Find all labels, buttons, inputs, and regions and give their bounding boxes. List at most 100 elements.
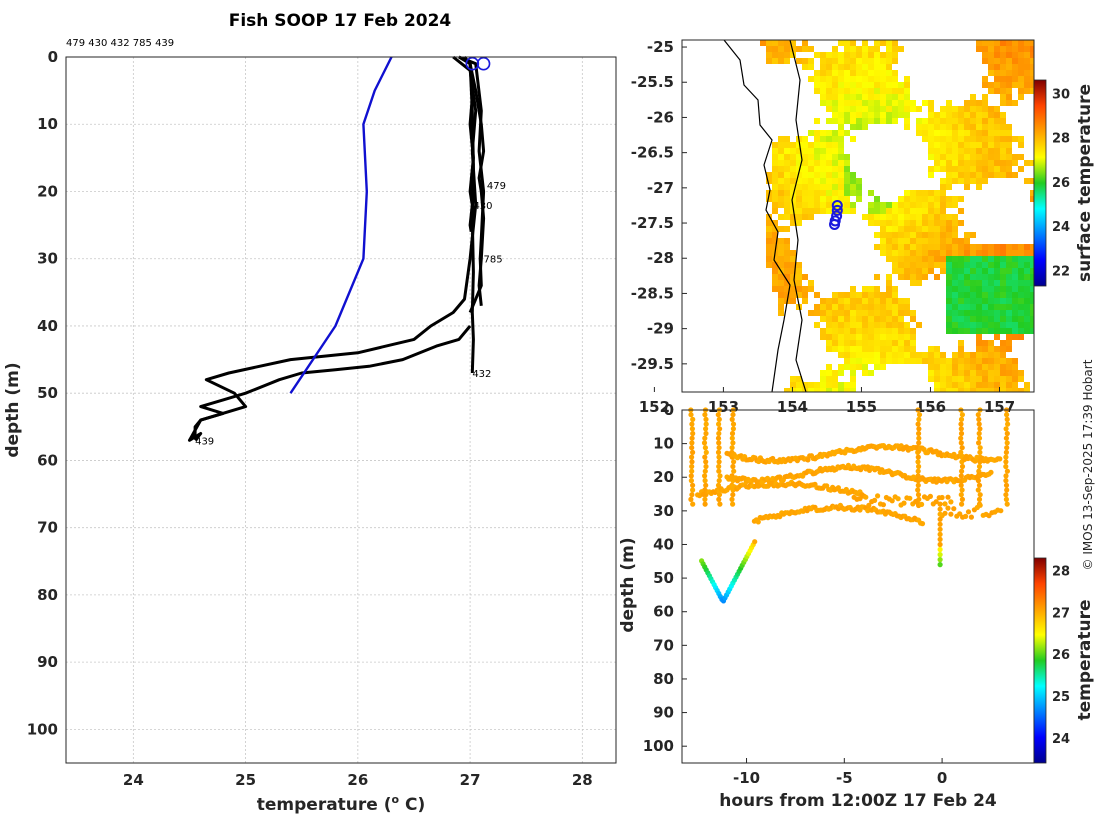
- sst-cell: [880, 70, 886, 76]
- depth-time-point: [1003, 454, 1009, 460]
- sst-cell: [886, 58, 892, 64]
- sst-cell: [982, 76, 988, 82]
- sst-cell: [988, 274, 994, 280]
- sst-cell: [922, 268, 928, 274]
- profile-xlabel: temperature (o C): [257, 793, 426, 815]
- sst-cell: [880, 352, 886, 358]
- sst-cell: [880, 88, 886, 94]
- sst-cell: [916, 250, 922, 256]
- sst-cell: [856, 118, 862, 124]
- depth-time-point: [689, 426, 696, 432]
- depth-time-point: [1003, 426, 1009, 432]
- depth-time-point: [703, 482, 709, 488]
- sst-cell: [802, 190, 808, 196]
- sst-cell: [970, 118, 976, 124]
- sst-cell: [796, 46, 802, 52]
- depth-time-point: [1004, 445, 1010, 451]
- sst-cell: [796, 292, 802, 298]
- sst-cell: [988, 298, 994, 304]
- sst-cell: [910, 346, 916, 352]
- depth-time-xtick-label: -10: [733, 769, 760, 787]
- sst-cell: [994, 58, 1000, 64]
- depth-time-point: [997, 456, 1003, 462]
- sst-cell: [976, 160, 982, 166]
- sst-cell: [856, 316, 862, 322]
- sst-cell: [1024, 76, 1030, 82]
- sst-cell: [850, 292, 856, 298]
- sst-cell: [778, 46, 784, 52]
- sst-cell: [880, 328, 886, 334]
- sst-cell: [844, 190, 850, 196]
- sst-cell: [1030, 52, 1034, 58]
- sst-cell: [934, 190, 940, 196]
- temperature-colorbar-label: temperature: [1075, 599, 1095, 720]
- sst-cell: [766, 40, 772, 46]
- sst-cell: [1006, 88, 1012, 94]
- sst-cell: [910, 202, 916, 208]
- sst-cell: [982, 292, 988, 298]
- sst-cell: [898, 262, 904, 268]
- depth-time-point: [915, 421, 921, 427]
- sst-cell: [1000, 166, 1006, 172]
- sst-cell: [952, 352, 958, 358]
- sst-cell: [940, 196, 946, 202]
- sst-cell: [772, 262, 778, 268]
- sst-cell: [838, 304, 844, 310]
- sst-cell: [892, 310, 898, 316]
- sst-cell: [1030, 58, 1034, 64]
- sst-cell: [1006, 334, 1012, 340]
- sst-cell: [994, 136, 1000, 142]
- sst-cell: [808, 172, 814, 178]
- sst-cell: [820, 70, 826, 76]
- sst-cell: [934, 244, 940, 250]
- sst-cell: [892, 214, 898, 220]
- sst-cell: [820, 388, 826, 392]
- depth-time-point: [703, 426, 709, 432]
- sst-cell: [802, 208, 808, 214]
- sst-cell: [844, 340, 850, 346]
- depth-time-point: [915, 482, 921, 488]
- sst-cell: [952, 160, 958, 166]
- sst-cell: [1024, 274, 1030, 280]
- sst-cell: [1006, 328, 1012, 334]
- sst-cell: [796, 166, 802, 172]
- sst-cell: [814, 382, 820, 388]
- depth-time-point: [937, 541, 943, 548]
- sst-cell: [832, 100, 838, 106]
- sst-cell: [1018, 154, 1024, 160]
- sst-cell: [982, 106, 988, 112]
- sst-cell: [928, 196, 934, 202]
- depth-time-point: [951, 506, 957, 512]
- sst-cell: [1006, 46, 1012, 52]
- sst-cell: [826, 376, 832, 382]
- sst-cell: [1012, 388, 1018, 392]
- sst-cell: [940, 256, 946, 262]
- sst-cell: [772, 232, 778, 238]
- sst-cell: [976, 274, 982, 280]
- sst-cell: [802, 142, 808, 148]
- depth-time-point: [1003, 492, 1009, 498]
- sst-cell: [988, 268, 994, 274]
- sst-cell: [790, 208, 796, 214]
- sst-cell: [976, 118, 982, 124]
- depth-time-point: [872, 497, 878, 503]
- sst-cell: [868, 334, 874, 340]
- profile-xlabel-sup: o: [392, 793, 400, 806]
- sst-cell: [1006, 280, 1012, 286]
- sst-cell: [934, 274, 940, 280]
- sst-cell: [802, 196, 808, 202]
- sst-cell: [970, 250, 976, 256]
- sst-cell: [952, 262, 958, 268]
- sst-cell: [928, 238, 934, 244]
- sst-cell: [868, 370, 874, 376]
- temperature-colorbar-tick: 26: [1052, 648, 1070, 663]
- sst-cell: [814, 118, 820, 124]
- sst-cell: [958, 256, 964, 262]
- sst-cell: [1012, 46, 1018, 52]
- sst-cell: [910, 190, 916, 196]
- sst-cell: [796, 160, 802, 166]
- depth-time-point: [880, 502, 887, 508]
- sst-cell: [964, 136, 970, 142]
- sst-cell: [928, 106, 934, 112]
